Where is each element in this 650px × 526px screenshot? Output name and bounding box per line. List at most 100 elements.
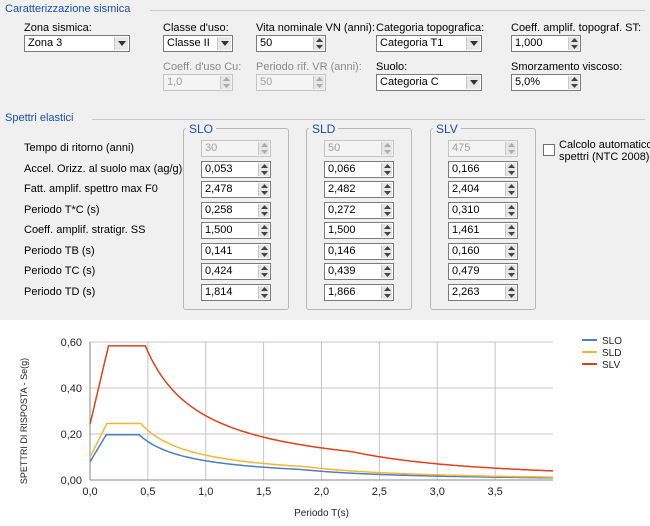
y-tick-label: 0,00 — [61, 475, 82, 487]
vita-spinner[interactable]: 50 — [256, 35, 326, 52]
chevron-down-icon[interactable] — [466, 37, 480, 50]
spin-arrows-icon[interactable] — [258, 203, 269, 217]
section-divider — [92, 119, 645, 120]
spettri-slo-spinner[interactable]: 0,141 — [201, 242, 271, 260]
group-title-slv: SLV — [433, 122, 461, 136]
x-tick-label: 2,5 — [372, 486, 387, 498]
spin-arrows-icon[interactable] — [258, 224, 269, 237]
spettri-slv-spinner[interactable]: 0,310 — [448, 201, 518, 219]
smorz-value: 5,0% — [515, 76, 541, 88]
series-line-sld — [89, 422, 553, 478]
vr-label: Periodo rif. VR (anni): — [256, 61, 362, 73]
spin-arrows-icon[interactable] — [505, 285, 516, 299]
spin-arrows-icon — [220, 76, 231, 89]
spin-arrows-icon[interactable] — [505, 162, 516, 176]
chevron-down-icon[interactable] — [114, 37, 128, 50]
spin-arrows-icon[interactable] — [258, 244, 269, 258]
y-axis-label: SPETTRI DI RISPOSTA - Se(g) — [19, 358, 29, 484]
classe-select[interactable]: Classe II — [163, 35, 233, 52]
spettri-slo-spinner[interactable]: 0,258 — [201, 201, 271, 219]
chevron-down-icon[interactable] — [217, 37, 231, 50]
st-label: Coeff. amplif. topograf. ST: — [511, 22, 642, 34]
vr-value: 50 — [260, 76, 273, 88]
st-value: 1,000 — [515, 37, 543, 49]
spettri-slv-spinner[interactable]: 2,263 — [448, 283, 518, 301]
spettri-slv-spinner: 475 — [448, 140, 518, 157]
spin-arrows-icon[interactable] — [258, 285, 269, 299]
spettri-sld-spinner[interactable]: 1,866 — [324, 283, 394, 301]
spin-arrows-icon[interactable] — [568, 76, 579, 89]
section-title-sismica: Caratterizzazione sismica — [5, 3, 131, 15]
spettri-sld-spinner[interactable]: 0,146 — [324, 242, 394, 260]
categoria-topo-select[interactable]: Categoria T1 — [376, 35, 482, 52]
spin-arrows-icon[interactable] — [505, 183, 516, 196]
spettri-sld-spinner[interactable]: 0,066 — [324, 160, 394, 178]
x-tick-label: 0,0 — [82, 486, 97, 498]
vita-value: 50 — [260, 37, 273, 49]
row-label: Periodo TD (s) — [24, 285, 96, 298]
st-spinner[interactable]: 1,000 — [511, 35, 581, 52]
spin-arrows-icon[interactable] — [258, 183, 269, 196]
row-label: Accel. Orizz. al suolo max (ag/g) — [24, 162, 183, 175]
spettri-sld-spinner[interactable]: 0,439 — [324, 263, 394, 280]
spin-arrows-icon[interactable] — [258, 265, 269, 278]
spinner-value: 0,439 — [328, 265, 356, 277]
spettri-slv-spinner[interactable]: 0,166 — [448, 160, 518, 178]
spettri-slv-spinner[interactable]: 0,160 — [448, 242, 518, 260]
spin-arrows-icon[interactable] — [381, 244, 392, 258]
spettri-slo-spinner[interactable]: 0,424 — [201, 263, 271, 280]
legend-label-slv: SLV — [602, 360, 620, 371]
group-box-slv — [430, 128, 536, 310]
spin-arrows-icon[interactable] — [505, 224, 516, 237]
spin-arrows-icon[interactable] — [313, 37, 324, 50]
spin-arrows-icon[interactable] — [381, 224, 392, 237]
row-label: Fatt. amplif. spettro max F0 — [24, 183, 158, 195]
zona-select[interactable]: Zona 3 — [24, 35, 130, 52]
spinner-value: 0,424 — [205, 265, 233, 277]
spettri-slv-spinner[interactable]: 0,479 — [448, 263, 518, 280]
settings-panel: Caratterizzazione sismica Zona sismica: … — [0, 0, 650, 320]
spin-arrows-icon[interactable] — [381, 183, 392, 196]
series-line-slo — [89, 433, 553, 479]
row-label: Periodo T*C (s) — [24, 203, 100, 216]
suolo-select[interactable]: Categoria C — [376, 74, 482, 91]
spinner-value: 0,272 — [328, 203, 356, 216]
row-label: Coeff. amplif. stratigr. SS — [24, 224, 146, 236]
spin-arrows-icon[interactable] — [505, 203, 516, 217]
spettri-slo-spinner[interactable]: 2,478 — [201, 181, 271, 198]
spettri-slv-spinner[interactable]: 2,404 — [448, 181, 518, 198]
chart-svg: 0,00 0,20 0,40 0,60 0,0 0,5 1,0 1,5 2,0 2,5 3,0 3,5… — [19, 336, 622, 519]
series-line-slv — [89, 345, 553, 472]
spin-arrows-icon[interactable] — [505, 244, 516, 258]
spettri-sld-spinner[interactable]: 0,272 — [324, 201, 394, 219]
section-title-spettri: Spettri elastici — [5, 112, 74, 124]
row-label: Tempo di ritorno (anni) — [24, 142, 135, 154]
spettri-sld-spinner[interactable]: 2,482 — [324, 181, 394, 198]
cu-label: Coeff. d'uso Cu: — [163, 61, 242, 73]
spin-arrows-icon[interactable] — [505, 265, 516, 278]
spin-arrows-icon[interactable] — [568, 37, 579, 50]
spin-arrows-icon[interactable] — [381, 285, 392, 299]
response-spectrum-chart: 0,00 0,20 0,40 0,60 0,0 0,5 1,0 1,5 2,0 2,5 3,0 3,5… — [0, 320, 650, 523]
spinner-value: 0,053 — [205, 162, 233, 175]
categoria-topo-label: Categoria topografica: — [376, 22, 485, 34]
spettri-slo-spinner[interactable]: 1,814 — [201, 283, 271, 301]
spin-arrows-icon[interactable] — [381, 162, 392, 176]
vita-label: Vita nominale VN (anni): — [256, 22, 376, 34]
spinner-value: 0,146 — [328, 244, 356, 257]
spettri-slo-spinner[interactable]: 0,053 — [201, 160, 271, 178]
smorz-spinner[interactable]: 5,0% — [511, 74, 581, 91]
group-box-slo — [183, 128, 289, 310]
chevron-down-icon[interactable] — [466, 76, 480, 89]
spettri-sld-spinner[interactable]: 1,500 — [324, 222, 394, 239]
calcolo-automatico-checkbox[interactable] — [543, 144, 555, 156]
spin-arrows-icon[interactable] — [381, 203, 392, 217]
spinner-value: 1,500 — [328, 224, 356, 236]
spettri-slv-spinner[interactable]: 1,461 — [448, 222, 518, 239]
cu-spinner: 1,0 — [163, 74, 233, 91]
spin-arrows-icon[interactable] — [381, 265, 392, 278]
spettri-slo-spinner[interactable]: 1,500 — [201, 222, 271, 239]
spin-arrows-icon[interactable] — [258, 162, 269, 176]
spinner-value: 30 — [205, 142, 218, 154]
legend-label-slo: SLO — [602, 336, 622, 347]
